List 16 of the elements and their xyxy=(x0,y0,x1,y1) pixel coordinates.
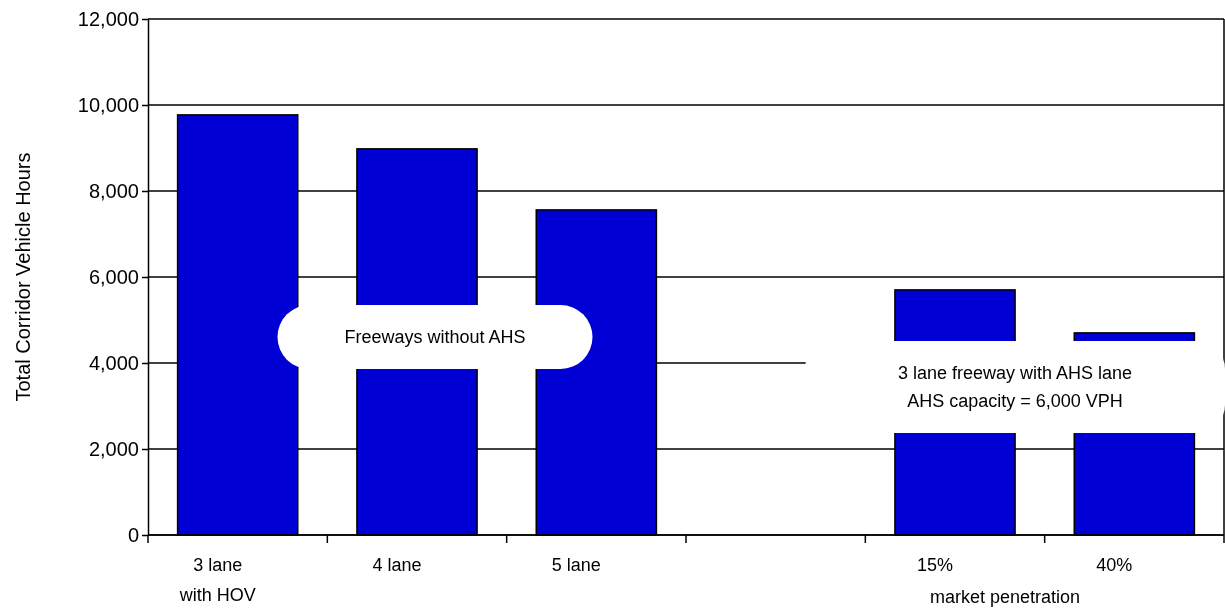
x-tick-label: 5 lane xyxy=(551,555,601,575)
annotation: Freeways without AHS xyxy=(344,327,526,347)
x-tick-label: 15% xyxy=(916,555,954,575)
y-axis-title: Total Corridor Vehicle Hours xyxy=(12,152,34,402)
x-tick-label: 40% xyxy=(1096,555,1133,575)
y-tick-label: 8,000 xyxy=(88,179,139,202)
y-tick-label: 6,000 xyxy=(88,265,139,288)
y-tick-label: 0 xyxy=(127,523,139,546)
y-tick-label: 2,000 xyxy=(88,437,139,460)
x-tick-label: 3 lane with HOV xyxy=(178,555,256,605)
x-tick-label: 4 lane xyxy=(372,555,422,575)
text: market penetration xyxy=(929,587,1081,607)
y-tick-label: 4,000 xyxy=(88,351,139,374)
annotation: 3 lane freeway with AHS lane AHS capacity = 6,000 VPH xyxy=(897,363,1133,411)
y-tick-label: 10,000 xyxy=(77,93,139,116)
y-tick-label: 12,000 xyxy=(77,7,139,30)
